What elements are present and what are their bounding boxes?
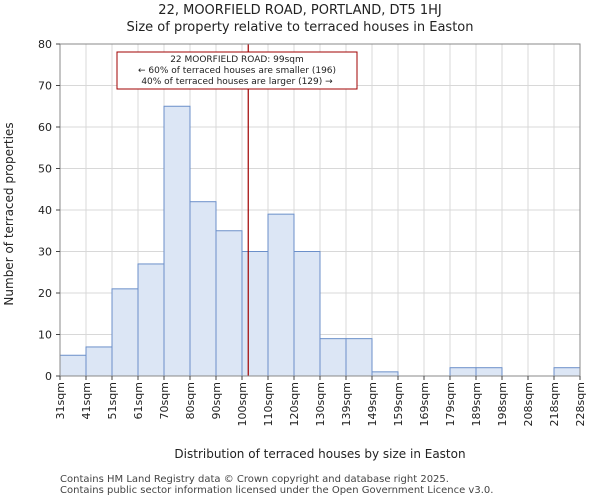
annotation-line-1: 22 MOORFIELD ROAD: 99sqm (170, 55, 304, 65)
chart-title: 22, MOORFIELD ROAD, PORTLAND, DT5 1HJ (158, 3, 442, 18)
histogram-bar (293, 251, 321, 377)
histogram-bar (85, 346, 113, 377)
y-tick-label: 30 (38, 246, 52, 259)
footer-line-1: Contains HM Land Registry data © Crown c… (60, 474, 449, 485)
histogram-bar (189, 201, 217, 377)
y-tick-label: 10 (38, 329, 52, 342)
y-tick-label: 60 (38, 121, 52, 134)
annotation-line-2: ← 60% of terraced houses are smaller (19… (138, 66, 336, 76)
histogram-bar (111, 288, 139, 377)
y-axis-label: Number of terraced properties (2, 122, 16, 305)
x-tick-label: 198sqm (496, 382, 509, 426)
x-tick-label: 139sqm (340, 382, 353, 426)
x-tick-label: 189sqm (470, 382, 483, 426)
x-tick-label: 31sqm (54, 382, 67, 419)
histogram-bar (345, 338, 373, 377)
annotation-line-3: 40% of terraced houses are larger (129) … (141, 77, 333, 87)
x-tick-label: 208sqm (522, 382, 535, 426)
histogram-bar (215, 230, 243, 377)
y-tick-label: 20 (38, 287, 52, 300)
x-tick-label: 100sqm (236, 382, 249, 426)
x-tick-label: 228sqm (574, 382, 587, 426)
annotation-box: 22 MOORFIELD ROAD: 99sqm ← 60% of terrac… (116, 51, 358, 90)
x-tick-label: 179sqm (444, 382, 457, 426)
y-tick-label: 0 (45, 370, 52, 383)
histogram-bar (241, 251, 269, 377)
x-tick-label: 218sqm (548, 382, 561, 426)
x-tick-label: 149sqm (366, 382, 379, 426)
x-tick-label: 90sqm (210, 382, 223, 419)
y-tick-label: 50 (38, 163, 52, 176)
x-tick-label: 80sqm (184, 382, 197, 419)
x-tick-label: 70sqm (158, 382, 171, 419)
y-tick-label: 80 (38, 38, 52, 51)
histogram-bar (163, 105, 191, 377)
x-tick-label: 41sqm (80, 382, 93, 419)
histogram-chart: 22 MOORFIELD ROAD: 99sqm ← 60% of terrac… (2, 38, 587, 461)
histogram-bar (553, 367, 581, 377)
histogram-bar (371, 371, 399, 377)
histogram-bar (59, 354, 87, 377)
x-tick-label: 110sqm (262, 382, 275, 426)
x-tick-label: 61sqm (132, 382, 145, 419)
x-tick-label: 169sqm (418, 382, 431, 426)
histogram-bar (267, 213, 295, 377)
x-tick-label: 130sqm (314, 382, 327, 426)
x-tick-label: 51sqm (106, 382, 119, 419)
histogram-bar (449, 367, 477, 377)
chart-subtitle: Size of property relative to terraced ho… (126, 20, 474, 35)
histogram-bar (319, 338, 347, 377)
y-tick-label: 70 (38, 80, 52, 93)
histogram-bar (475, 367, 503, 377)
histogram-bar (137, 263, 165, 377)
x-tick-label: 120sqm (288, 382, 301, 426)
x-tick-label: 159sqm (392, 382, 405, 426)
footer-line-2: Contains public sector information licen… (60, 485, 494, 496)
x-axis-label: Distribution of terraced houses by size … (174, 447, 465, 461)
y-tick-label: 40 (38, 204, 52, 217)
